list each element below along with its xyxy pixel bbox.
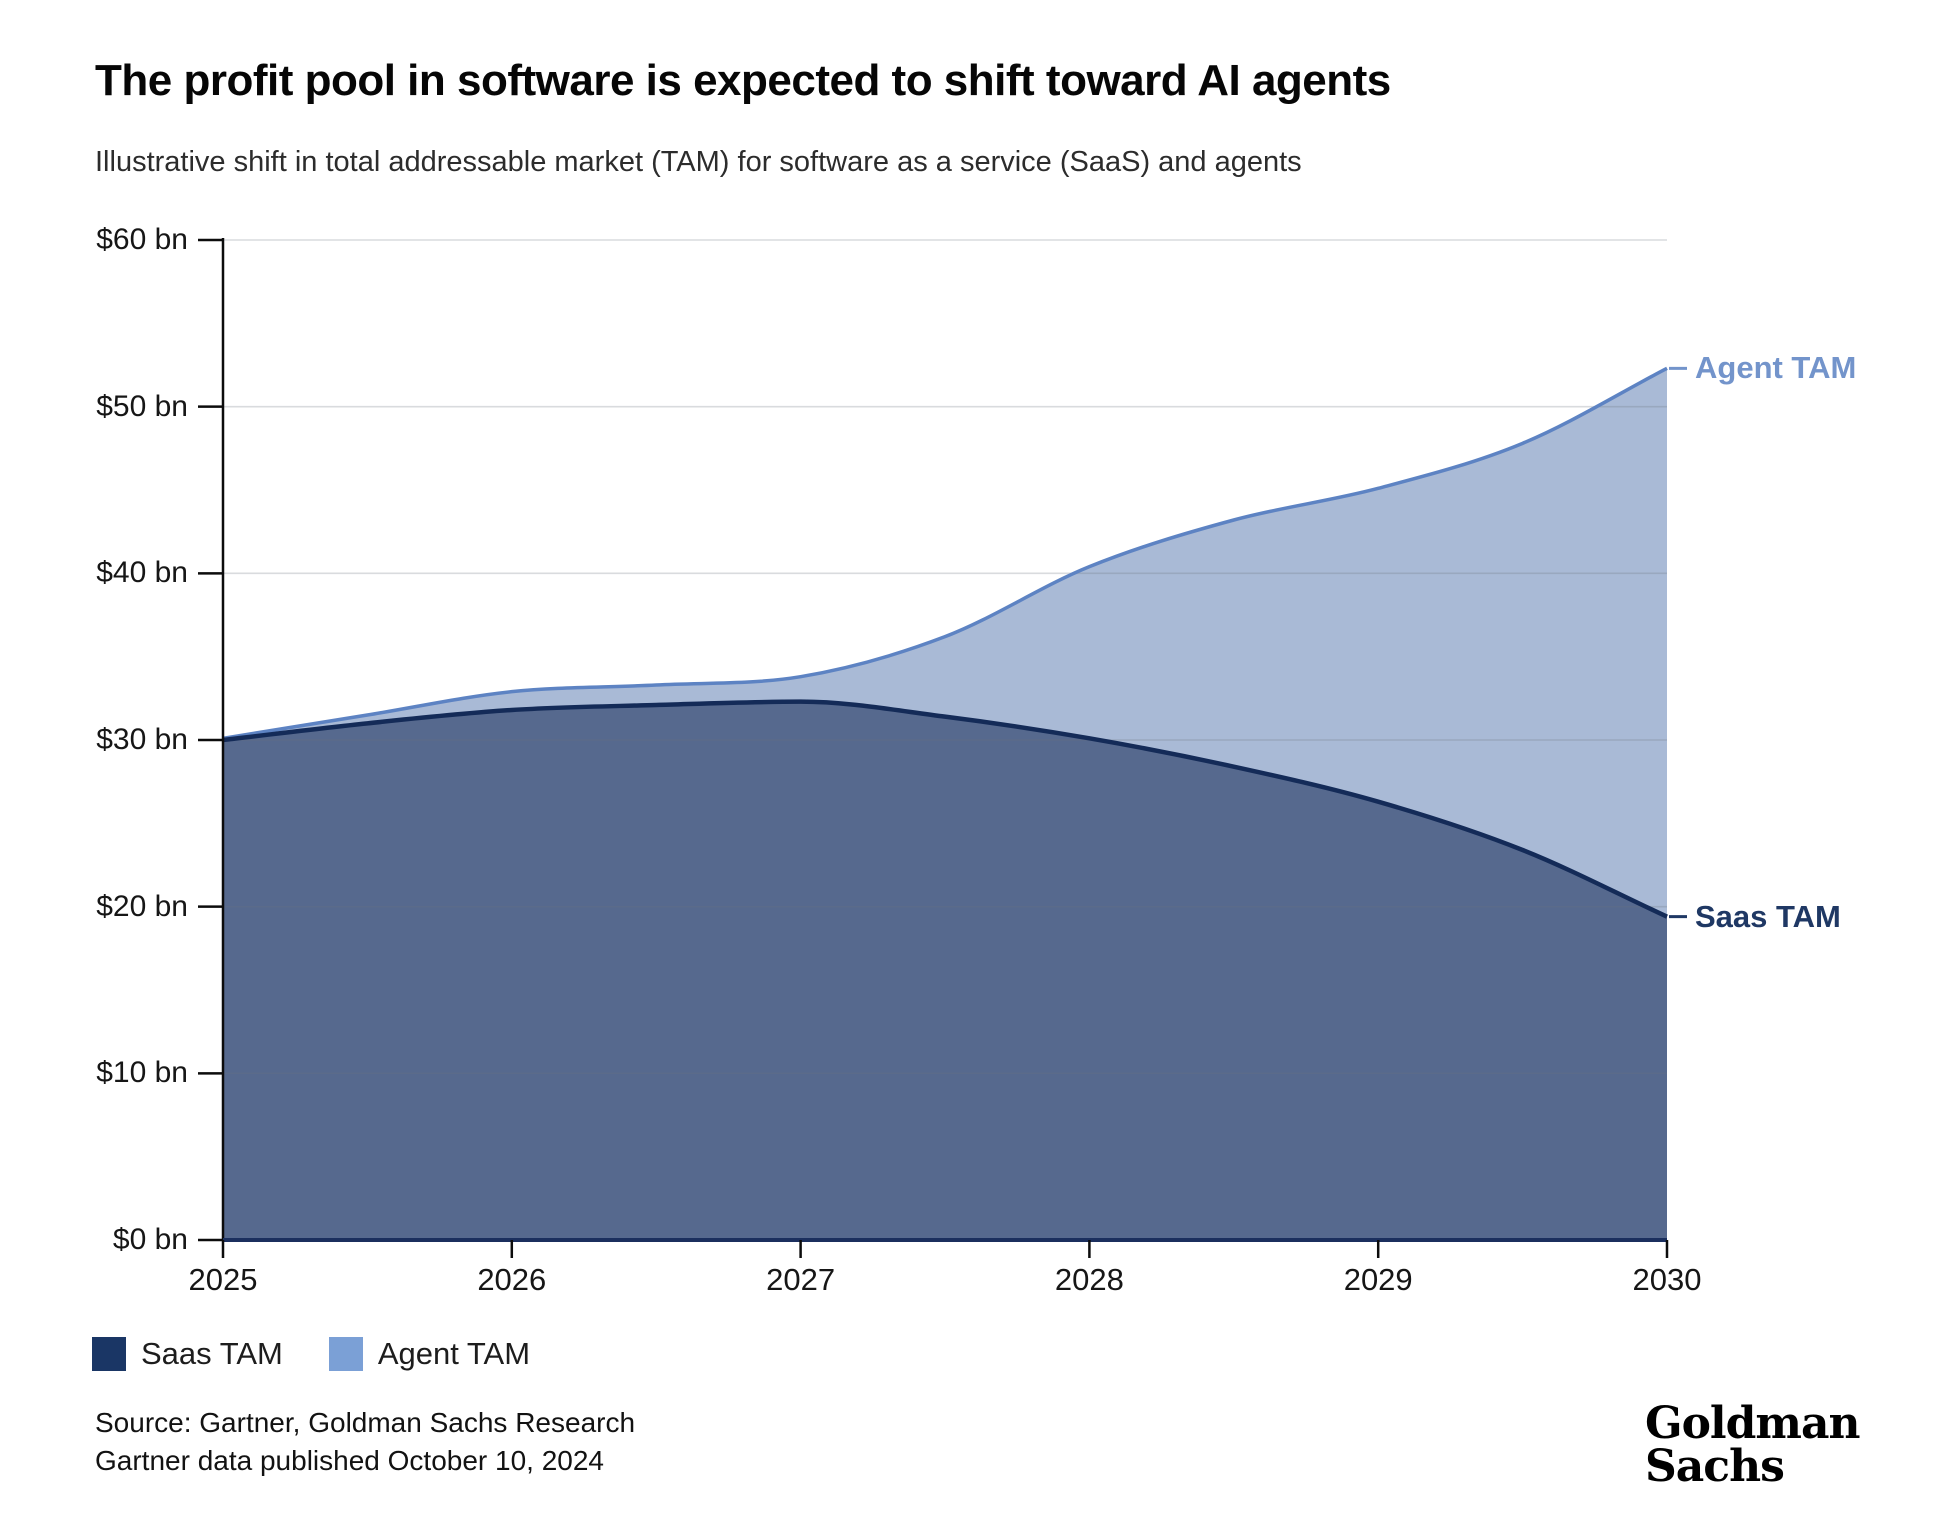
legend-swatch-saas-tam [92,1337,126,1371]
annotation-saas-tam: Saas TAM [1695,898,1841,934]
x-tick-label: 2030 [1632,1262,1702,1297]
annotation-agent-tam: Agent TAM [1695,350,1857,386]
x-tick-label: 2025 [188,1262,258,1297]
source-note: Source: Gartner, Goldman Sachs Research … [95,1404,635,1480]
legend-label-saas-tam: Saas TAM [141,1336,283,1371]
y-tick-label: $60 bn [96,223,188,256]
saas-tam-area [223,701,1667,1240]
chart-title: The profit pool in software is expected … [95,56,1391,105]
y-tick-label: $0 bn [112,1223,188,1256]
y-tick-label: $30 bn [96,723,188,756]
legend-label-agent-tam: Agent TAM [377,1336,531,1371]
legend-item-saas-tam: Saas TAM [92,1336,283,1372]
chart-subtitle: Illustrative shift in total addressable … [95,146,1302,178]
source-line-2: Gartner data published October 10, 2024 [95,1445,605,1476]
y-tick-label: $10 bn [96,1056,188,1090]
legend-item-agent-tam: Agent TAM [328,1336,531,1372]
x-tick-label: 2026 [477,1262,547,1297]
saas-tam-line [222,699,1668,919]
agent-tam-line [222,366,1668,741]
goldman-sachs-logo: Goldman Sachs [1645,1398,1860,1492]
y-tick-label: $20 bn [96,889,188,923]
x-tick-label: 2027 [766,1262,836,1297]
logo-line-1: Goldman [1645,1398,1860,1449]
logo-line-2: Sachs [1645,1441,1785,1492]
source-line-1: Source: Gartner, Goldman Sachs Research [95,1407,636,1438]
y-tick-label: $40 bn [96,556,188,590]
legend-swatch-agent-tam [328,1337,363,1371]
chart-legend: Saas TAM Agent TAM [92,1336,530,1372]
y-tick-label: $50 bn [96,389,188,423]
x-tick-label: 2029 [1343,1262,1413,1297]
x-tick-label: 2028 [1054,1262,1124,1297]
